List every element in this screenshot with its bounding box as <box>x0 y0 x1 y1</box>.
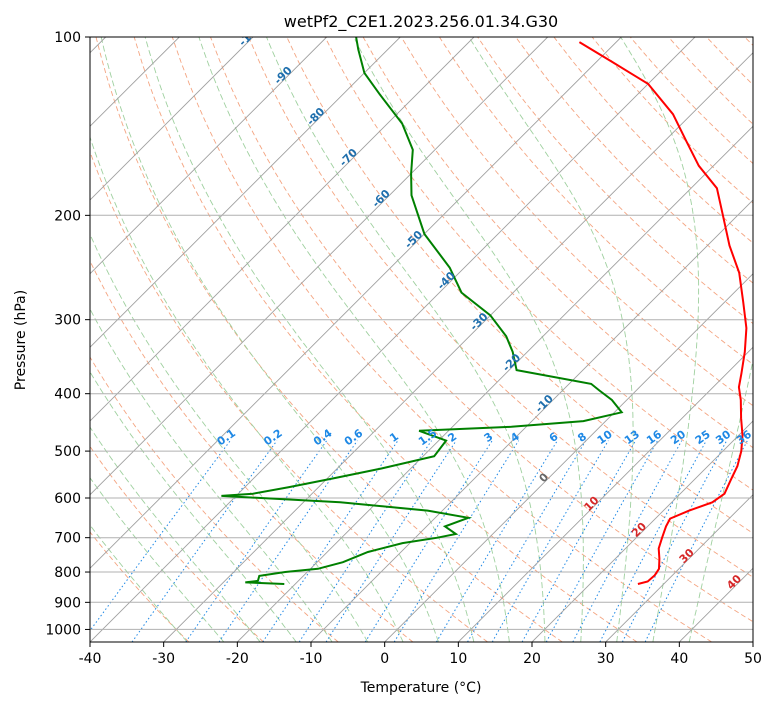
plot-frame <box>89 36 754 643</box>
dry-adiabat <box>400 37 753 407</box>
y-axis: 100 200 300 400 500 600 700 800 900 1000 <box>45 30 90 638</box>
y-tick-label: 300 <box>54 313 81 329</box>
chart-title: wetPf2_C2E1.2023.256.01.34.G30 <box>284 12 558 32</box>
y-axis-label: Pressure (hPa) <box>13 290 29 390</box>
moist-adiabat <box>688 358 753 642</box>
isobars <box>90 37 753 630</box>
mixing-ratio-line <box>364 440 493 642</box>
x-tick-label: 40 <box>670 651 688 667</box>
moist-adiabat <box>353 37 584 642</box>
dry-adiabat <box>515 37 753 284</box>
dry-adiabat <box>133 37 638 642</box>
moist-adiabat <box>90 426 261 642</box>
dry-adiabat <box>90 150 488 642</box>
y-tick-label: 1000 <box>45 622 81 638</box>
mixing-ratio-line <box>644 440 748 642</box>
isotherm-line <box>90 37 696 642</box>
y-tick-label: 200 <box>54 208 81 224</box>
mixing-ratio-line <box>435 440 558 642</box>
x-tick-label: 0 <box>380 651 389 667</box>
x-tick-label: -30 <box>152 651 175 667</box>
isotherm-line <box>163 52 753 642</box>
moist-adiabat <box>90 477 225 642</box>
dry-adiabat <box>248 37 753 578</box>
isotherm-line <box>90 37 622 569</box>
dry-adiabat <box>210 37 753 623</box>
dewpoint-line <box>221 37 624 585</box>
dry-adiabat <box>90 356 339 642</box>
mixing-ratio-line <box>491 440 609 642</box>
isotherm-line <box>90 37 328 275</box>
x-tick-label: 50 <box>744 651 762 667</box>
isotherm-line <box>90 37 254 201</box>
moist-adiabat <box>90 135 404 642</box>
isotherm-line <box>531 420 753 642</box>
y-tick-label: 400 <box>54 387 81 403</box>
y-tick-label: 700 <box>54 531 81 547</box>
moist-adiabat <box>90 524 188 642</box>
mixing-ratio-lines <box>90 440 748 642</box>
y-tick-label: 100 <box>54 30 81 46</box>
y-tick-label: 900 <box>54 595 81 611</box>
y-tick-label: 600 <box>54 491 81 507</box>
mixing-ratio-line <box>131 440 278 642</box>
y-tick-label: 800 <box>54 565 81 581</box>
isotherm-line <box>90 37 549 496</box>
x-tick-label: 30 <box>597 651 615 667</box>
mixing-ratio-line <box>572 440 683 642</box>
x-tick-label: -20 <box>226 651 249 667</box>
dry-adiabat <box>90 445 264 642</box>
moist-adiabat <box>266 37 546 642</box>
dry-adiabat <box>171 37 712 642</box>
isotherm-line <box>90 37 401 348</box>
mixing-ratio-line <box>90 440 231 632</box>
mixing-ratio-line <box>521 440 637 642</box>
moist-adiabat <box>144 37 475 642</box>
isotherm-line <box>605 494 753 642</box>
dry-adiabat <box>439 37 753 365</box>
dry-adiabat <box>95 37 563 642</box>
isotherm-line <box>457 346 753 642</box>
dry-adiabat <box>90 531 190 642</box>
x-tick-label: 20 <box>523 651 541 667</box>
mixing-ratio-line <box>545 440 659 642</box>
mixing-ratio-line <box>262 440 399 642</box>
temperature-line <box>578 41 748 585</box>
profile-lines <box>221 37 748 585</box>
isotherm-line <box>90 37 475 422</box>
moist-adiabat <box>90 233 369 642</box>
mixing-ratio-line <box>298 440 432 642</box>
y-tick-label: 500 <box>54 444 81 460</box>
plot-area: 0.10.20.40.611.52346810131620253036-100-… <box>90 20 754 642</box>
x-tick-label: -10 <box>300 651 323 667</box>
moist-adiabat <box>90 370 297 642</box>
moist-adiabat <box>198 37 510 642</box>
isotherm-line <box>384 273 753 642</box>
moist-adiabat <box>620 37 700 642</box>
x-axis-label: Temperature (°C) <box>360 680 482 696</box>
x-axis: -40 -30 -20 -10 0 10 20 30 40 50 <box>79 642 762 667</box>
isotherm-label: -100 <box>236 20 265 49</box>
x-tick-label: 10 <box>449 651 467 667</box>
isotherm-line <box>236 125 753 642</box>
dry-adiabat <box>324 37 753 491</box>
moist-adiabat <box>100 37 439 642</box>
mixing-ratio-line <box>467 440 587 642</box>
x-tick-label: -40 <box>79 651 102 667</box>
mixing-ratio-label: 36 <box>734 428 754 448</box>
mixing-ratio-line <box>325 440 457 642</box>
